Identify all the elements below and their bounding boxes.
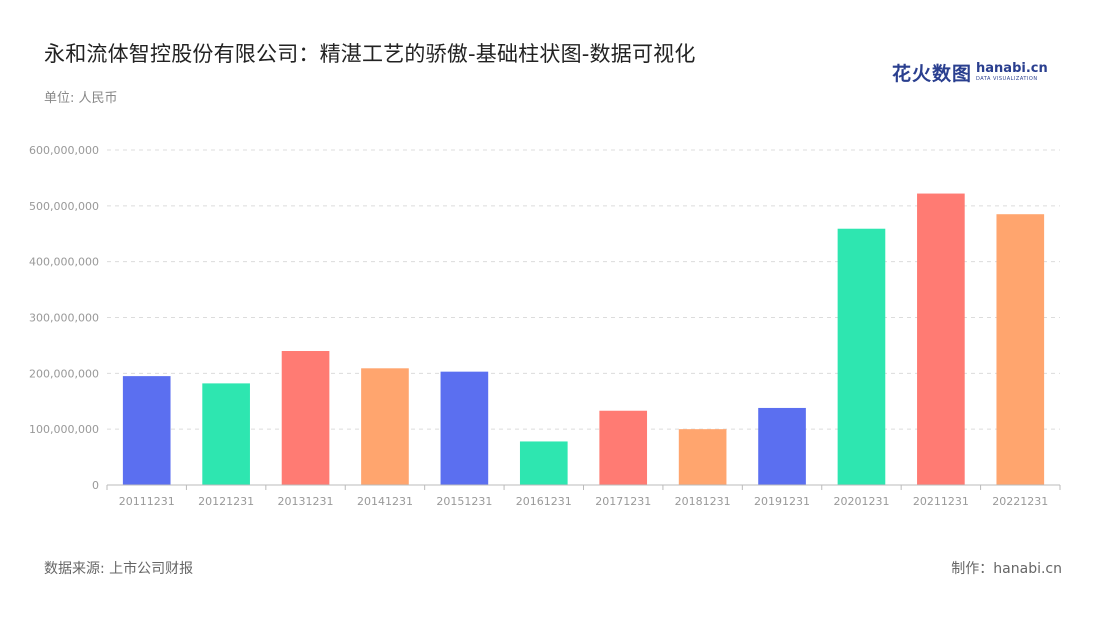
x-tick-label: 20201231 <box>833 495 889 508</box>
logo-en-block: hanabi.cn DATA VISUALIZATION <box>976 62 1048 82</box>
x-tick-label: 20191231 <box>754 495 810 508</box>
data-source: 数据来源: 上市公司财报 <box>44 561 194 577</box>
bar-20161231 <box>519 441 568 485</box>
bar-20171231 <box>599 410 648 485</box>
bar-20141231 <box>361 368 409 485</box>
x-tick-label: 20121231 <box>198 495 254 508</box>
y-tick-label: 400,000,000 <box>29 256 99 269</box>
y-axis-ticks: 0 100,000,000 200,000,000 300,000,000 400,00… <box>29 144 99 492</box>
bar-20221231 <box>996 214 1045 486</box>
y-tick-label: 600,000,000 <box>29 144 99 157</box>
x-tick-label: 20161231 <box>516 495 572 508</box>
x-axis-ticks: 20111231 20121231 20131231 20141231 20151231… <box>106 485 1061 508</box>
chart-title: 永和流体智控股份有限公司：精湛工艺的骄傲-基础柱状图-数据可视化 <box>44 42 696 66</box>
y-tick-label: 300,000,000 <box>29 312 99 325</box>
brand-logo: 花火数图 hanabi.cn DATA VISUALIZATION <box>892 58 1048 86</box>
grid-lines <box>107 149 1060 430</box>
bar-20201231 <box>837 228 886 485</box>
bar-20181231 <box>678 429 727 485</box>
x-tick-label: 20181231 <box>675 495 731 508</box>
bar-20211231 <box>917 193 965 486</box>
bar-20191231 <box>758 407 806 485</box>
x-tick-label: 20211231 <box>913 495 969 508</box>
y-tick-label: 100,000,000 <box>29 423 99 436</box>
x-tick-label: 20171231 <box>595 495 651 508</box>
x-tick-label: 20131231 <box>278 495 334 508</box>
x-tick-label: 20151231 <box>436 495 492 508</box>
logo-en-text: hanabi.cn <box>976 61 1048 76</box>
bar-20131231 <box>281 351 330 485</box>
bar-20111231 <box>122 376 171 485</box>
x-tick-label: 20221231 <box>992 495 1048 508</box>
logo-tagline: DATA VISUALIZATION <box>976 76 1038 82</box>
x-tick-label: 20111231 <box>119 495 175 508</box>
y-tick-label: 200,000,000 <box>29 367 99 380</box>
bars <box>122 193 1045 486</box>
unit-label: 单位: 人民币 <box>44 91 118 106</box>
bar-20121231 <box>202 383 250 485</box>
credit: 制作：hanabi.cn <box>951 561 1062 577</box>
x-tick-label: 20141231 <box>357 495 413 508</box>
y-tick-label: 500,000,000 <box>29 200 99 213</box>
bar-20151231 <box>440 371 489 485</box>
logo-cn-text: 花火数图 <box>892 62 973 85</box>
y-tick-label: 0 <box>92 479 99 492</box>
